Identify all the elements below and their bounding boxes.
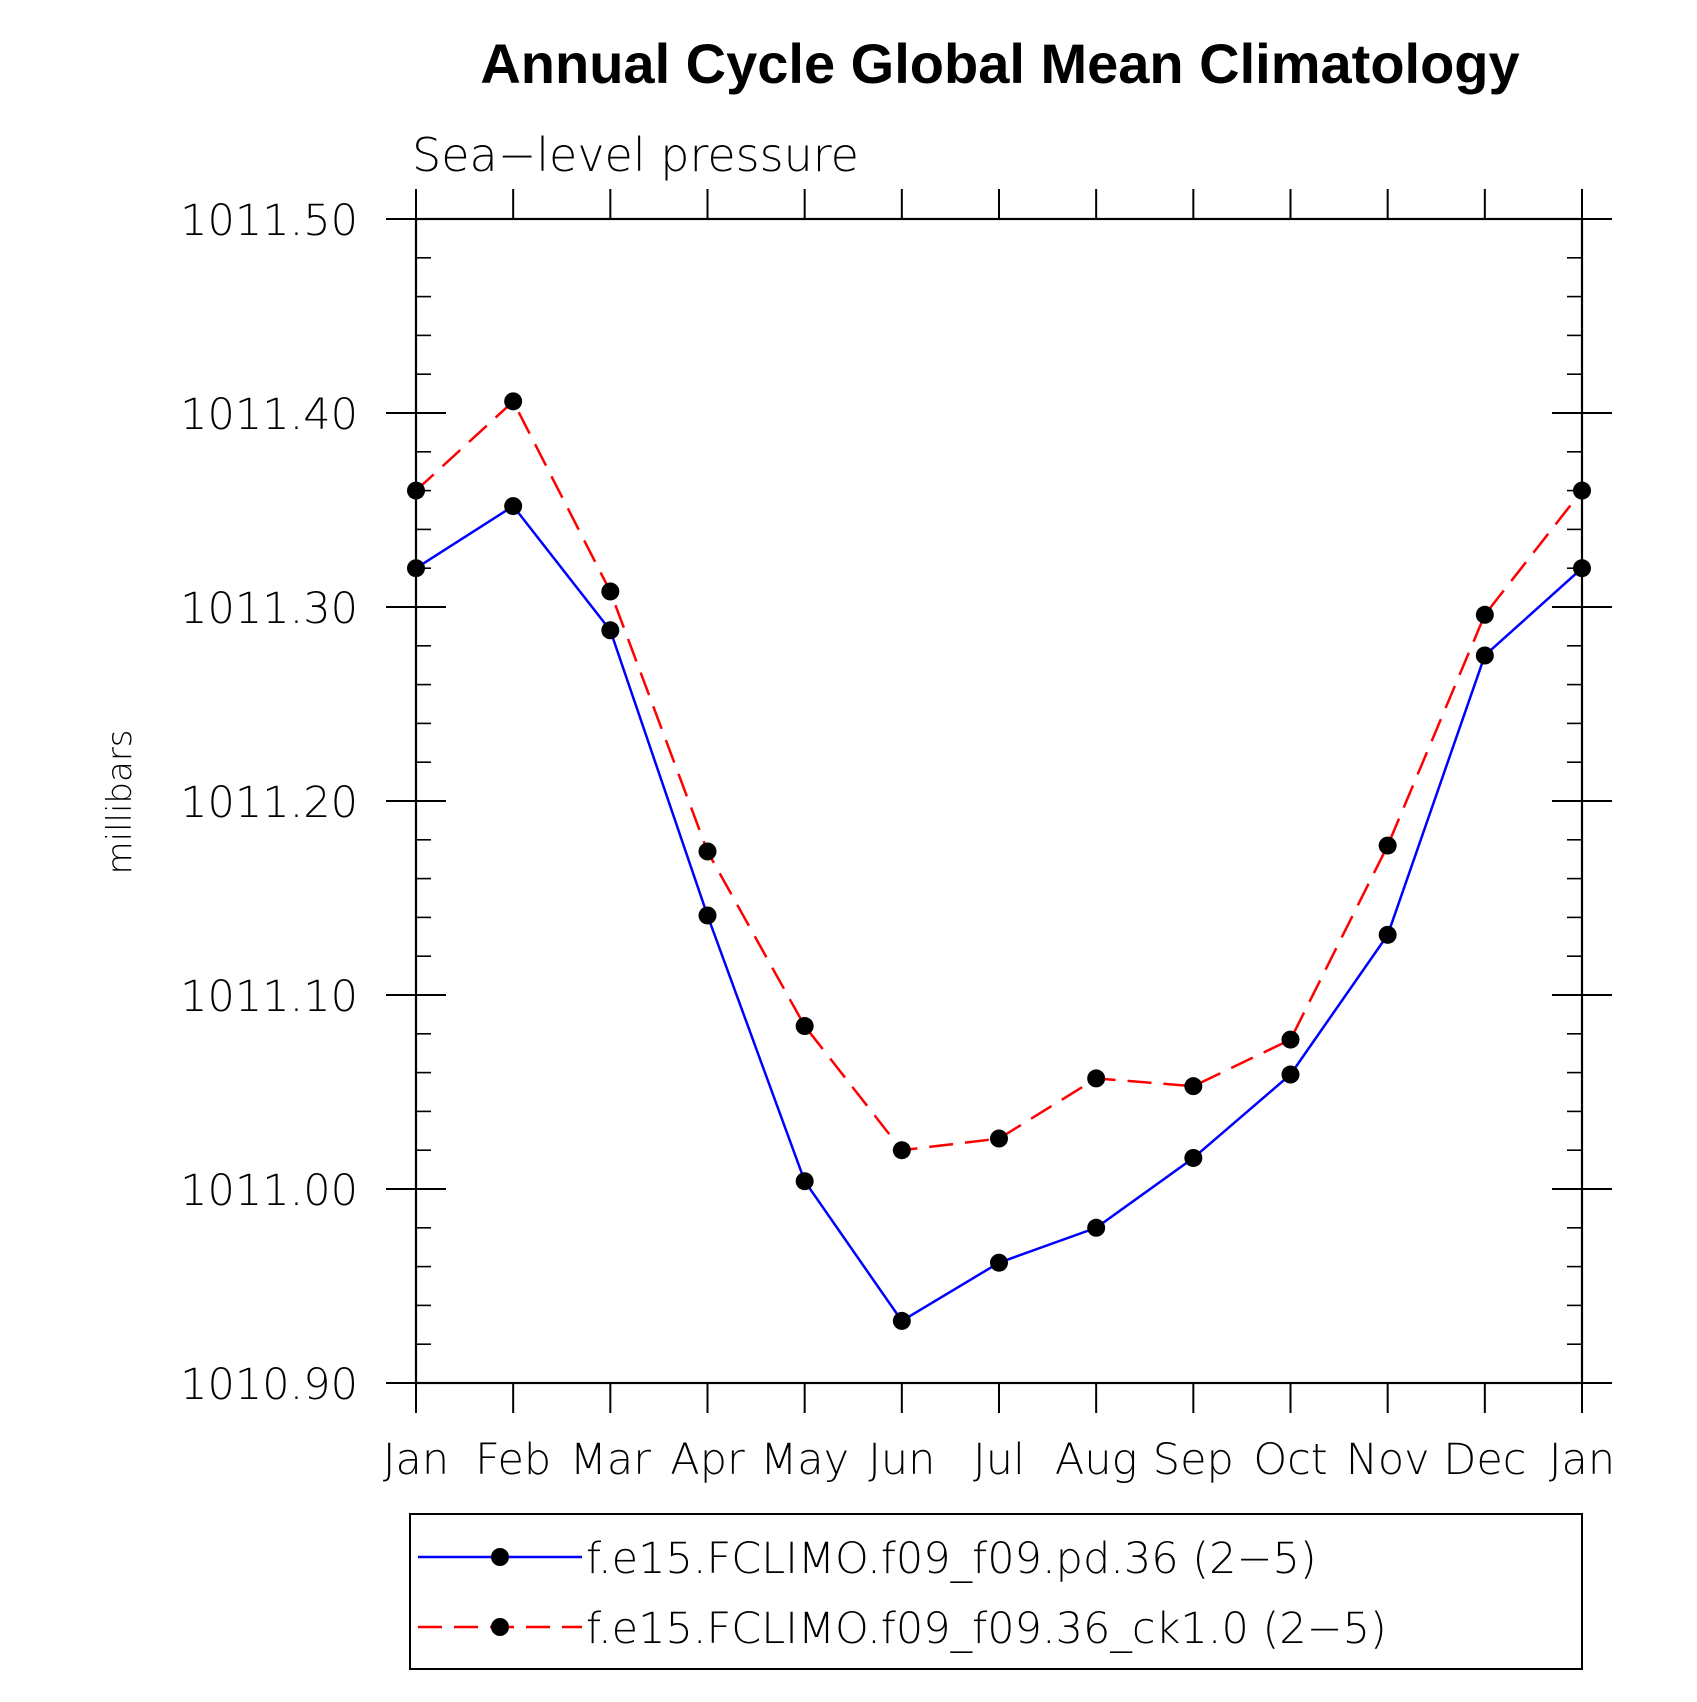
x-tick-label: Dec [1443,1435,1526,1485]
data-point-series-2 [1475,605,1494,624]
x-tick-label: Jun [868,1435,935,1485]
y-tick-label: 1011.50 [180,196,358,246]
data-point-series-2 [1281,1030,1300,1049]
data-point-series-2 [504,392,523,411]
y-tick-label: 1011.00 [180,1166,358,1216]
legend: f.e15.FCLIMO.f09_f09.pd.36 (2−5) f.e15.F… [409,1513,1583,1670]
data-point-series-1 [1378,925,1397,944]
data-point-series-2 [1378,836,1397,855]
data-point-series-2 [1087,1069,1106,1088]
data-point-series-1 [1087,1218,1106,1237]
x-tick-label: Jan [1549,1435,1615,1485]
legend-marker-series-1 [491,1548,509,1566]
axes [386,189,1612,1413]
x-tick-label: May [760,1435,849,1485]
data-point-series-1 [1475,646,1494,665]
data-point-series-1 [407,559,425,578]
legend-box [409,1513,1583,1670]
legend-marker-series-2 [491,1618,509,1636]
chart-subtitle: Sea−level pressure [412,128,859,182]
x-tick-label: Jan [383,1435,449,1485]
data-point-series-2 [1184,1077,1203,1096]
x-tick-labels: Jan Feb Mar Apr May Jun Jul Aug Sep Oct Nov Dec Jan [383,1435,1615,1485]
x-tick-label: Sep [1153,1435,1234,1485]
x-tick-label: Apr [670,1435,745,1485]
data-point-series-1 [1184,1148,1203,1167]
y-axis-label: millibars [100,729,140,874]
data-point-series-2 [407,481,425,500]
y-tick-label: 1010.90 [180,1360,358,1410]
x-tick-label: Nov [1346,1435,1430,1485]
y-tick-label: 1011.40 [180,390,358,440]
series-line-2 [415,399,1583,1152]
data-point-series-2 [892,1141,911,1160]
data-point-series-2 [601,582,620,601]
y-tick-label: 1011.10 [180,972,358,1022]
data-point-series-1 [601,621,620,640]
x-tick-label: Feb [475,1435,551,1485]
data-point-series-1 [990,1253,1008,1272]
series-layer [407,392,1591,1330]
data-point-series-1 [698,906,717,925]
series-line-1 [415,504,1583,1323]
x-tick-label: Mar [570,1435,651,1485]
data-point-series-1 [1281,1065,1300,1084]
y-tick-labels: 1010.90 1011.00 1011.10 1011.20 1011.30 1011.… [180,196,358,1410]
chart-title: Annual Cycle Global Mean Climatology [480,32,1519,95]
y-tick-label: 1011.20 [180,778,358,828]
y-tick-label: 1011.30 [180,584,358,634]
legend-label-series-1: f.e15.FCLIMO.f09_f09.pd.36 (2−5) [586,1534,1317,1584]
data-point-series-1 [504,497,523,516]
data-point-series-1 [892,1311,911,1330]
data-point-series-2 [795,1017,814,1036]
data-point-series-2 [990,1129,1008,1148]
legend-label-series-2: f.e15.FCLIMO.f09_f09.36_ck1.0 (2−5) [586,1604,1387,1654]
data-point-series-1 [795,1172,814,1191]
data-point-series-1 [1573,559,1591,578]
x-tick-label: Aug [1055,1435,1137,1485]
x-tick-label: Jul [973,1435,1025,1485]
data-point-series-2 [698,842,717,861]
x-tick-label: Oct [1253,1435,1327,1485]
data-point-series-2 [1573,481,1591,500]
